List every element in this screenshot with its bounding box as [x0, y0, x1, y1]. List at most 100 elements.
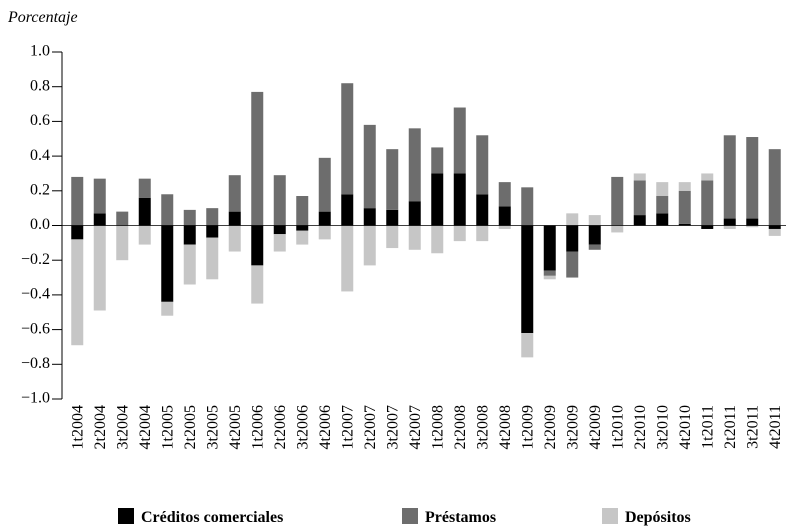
bar — [206, 237, 219, 280]
bar — [273, 225, 286, 235]
bar — [161, 194, 174, 226]
bar — [498, 206, 511, 226]
bar — [363, 225, 376, 266]
bar — [543, 225, 556, 271]
bar — [678, 223, 691, 226]
bar — [566, 225, 579, 252]
bar — [611, 225, 624, 233]
legend-swatch — [402, 508, 418, 524]
bar — [93, 213, 106, 226]
bar — [678, 182, 691, 191]
bar — [588, 225, 601, 245]
bar — [633, 173, 646, 181]
bar — [453, 173, 466, 226]
bar — [318, 211, 331, 226]
bar — [318, 157, 331, 212]
bar — [656, 182, 669, 197]
legend-label: Préstamos — [425, 509, 496, 526]
x-tick-label: 1t2007 — [339, 405, 356, 449]
x-tick-label: 4t2008 — [497, 405, 514, 449]
x-tick-label: 1t2010 — [609, 405, 626, 449]
x-tick-label: 3t2011 — [744, 405, 761, 449]
y-tick-label: −0.4 — [21, 286, 50, 303]
bar — [723, 135, 736, 219]
bar — [453, 225, 466, 242]
bar — [138, 178, 151, 198]
legend-label: Créditos comerciales — [141, 509, 283, 526]
bar — [723, 218, 736, 226]
bar — [521, 187, 534, 226]
x-tick-label: 1t2009 — [519, 405, 536, 449]
x-tick-label: 3t2008 — [474, 405, 491, 449]
bar — [633, 180, 646, 216]
x-tick-label: 4t2011 — [767, 405, 784, 449]
x-tick-label: 3t2007 — [384, 405, 401, 449]
bar — [521, 225, 534, 334]
bar — [543, 270, 556, 276]
bar — [408, 128, 421, 202]
bar — [228, 211, 241, 226]
legend-label: Depósitos — [625, 509, 691, 526]
x-tick-label: 2t2005 — [182, 405, 199, 449]
bar — [386, 225, 399, 249]
bar — [566, 213, 579, 226]
y-tick-label: 0.2 — [30, 181, 50, 198]
bar — [71, 225, 84, 240]
bar — [746, 225, 759, 228]
x-tick-label: 1t2008 — [429, 405, 446, 449]
bar — [183, 225, 196, 245]
bar — [341, 225, 354, 292]
bar — [206, 208, 219, 226]
bar — [138, 197, 151, 226]
bar — [363, 208, 376, 226]
bar — [453, 107, 466, 174]
bar — [476, 225, 489, 242]
y-tick-label: −0.8 — [21, 355, 50, 372]
bar — [476, 194, 489, 226]
bar — [273, 175, 286, 226]
x-tick-label: 4t2005 — [227, 405, 244, 449]
x-tick-label: 4t2006 — [317, 405, 334, 449]
x-tick-label: 2t2008 — [452, 405, 469, 449]
x-tick-label: 4t2004 — [137, 405, 154, 449]
y-tick-label: 0.8 — [30, 77, 50, 94]
y-tick-label: 0.4 — [30, 147, 50, 164]
bar — [498, 225, 511, 229]
bar — [93, 178, 106, 214]
bar — [521, 333, 534, 358]
bar — [228, 175, 241, 212]
x-tick-label: 2t2009 — [542, 405, 559, 449]
y-tick-label: 1.0 — [30, 43, 50, 60]
bar — [386, 209, 399, 226]
bar — [296, 225, 309, 231]
bar — [183, 209, 196, 226]
bar — [431, 147, 444, 174]
x-tick-label: 4t2010 — [677, 405, 694, 449]
bar — [476, 135, 489, 195]
bar — [723, 225, 736, 229]
bar — [746, 137, 759, 219]
y-tick-label: 0.0 — [30, 216, 50, 233]
bar — [701, 180, 714, 226]
bar — [363, 124, 376, 209]
bar — [71, 176, 84, 226]
bar — [183, 244, 196, 285]
bar — [588, 244, 601, 250]
bar — [341, 194, 354, 226]
bar — [251, 91, 264, 226]
bar — [138, 225, 151, 245]
x-tick-label: 1t2006 — [249, 405, 266, 449]
y-tick-label: −1.0 — [21, 390, 50, 407]
bar — [498, 182, 511, 207]
y-tick-label: −0.6 — [21, 320, 50, 337]
legend-swatch — [118, 508, 134, 524]
bar — [768, 149, 781, 226]
x-tick-label: 3t2004 — [114, 405, 131, 449]
bar — [408, 201, 421, 226]
bar — [431, 173, 444, 226]
x-tick-label: 4t2009 — [587, 405, 604, 449]
bar — [206, 225, 219, 238]
bar — [161, 301, 174, 316]
x-tick-label: 1t2011 — [699, 405, 716, 449]
